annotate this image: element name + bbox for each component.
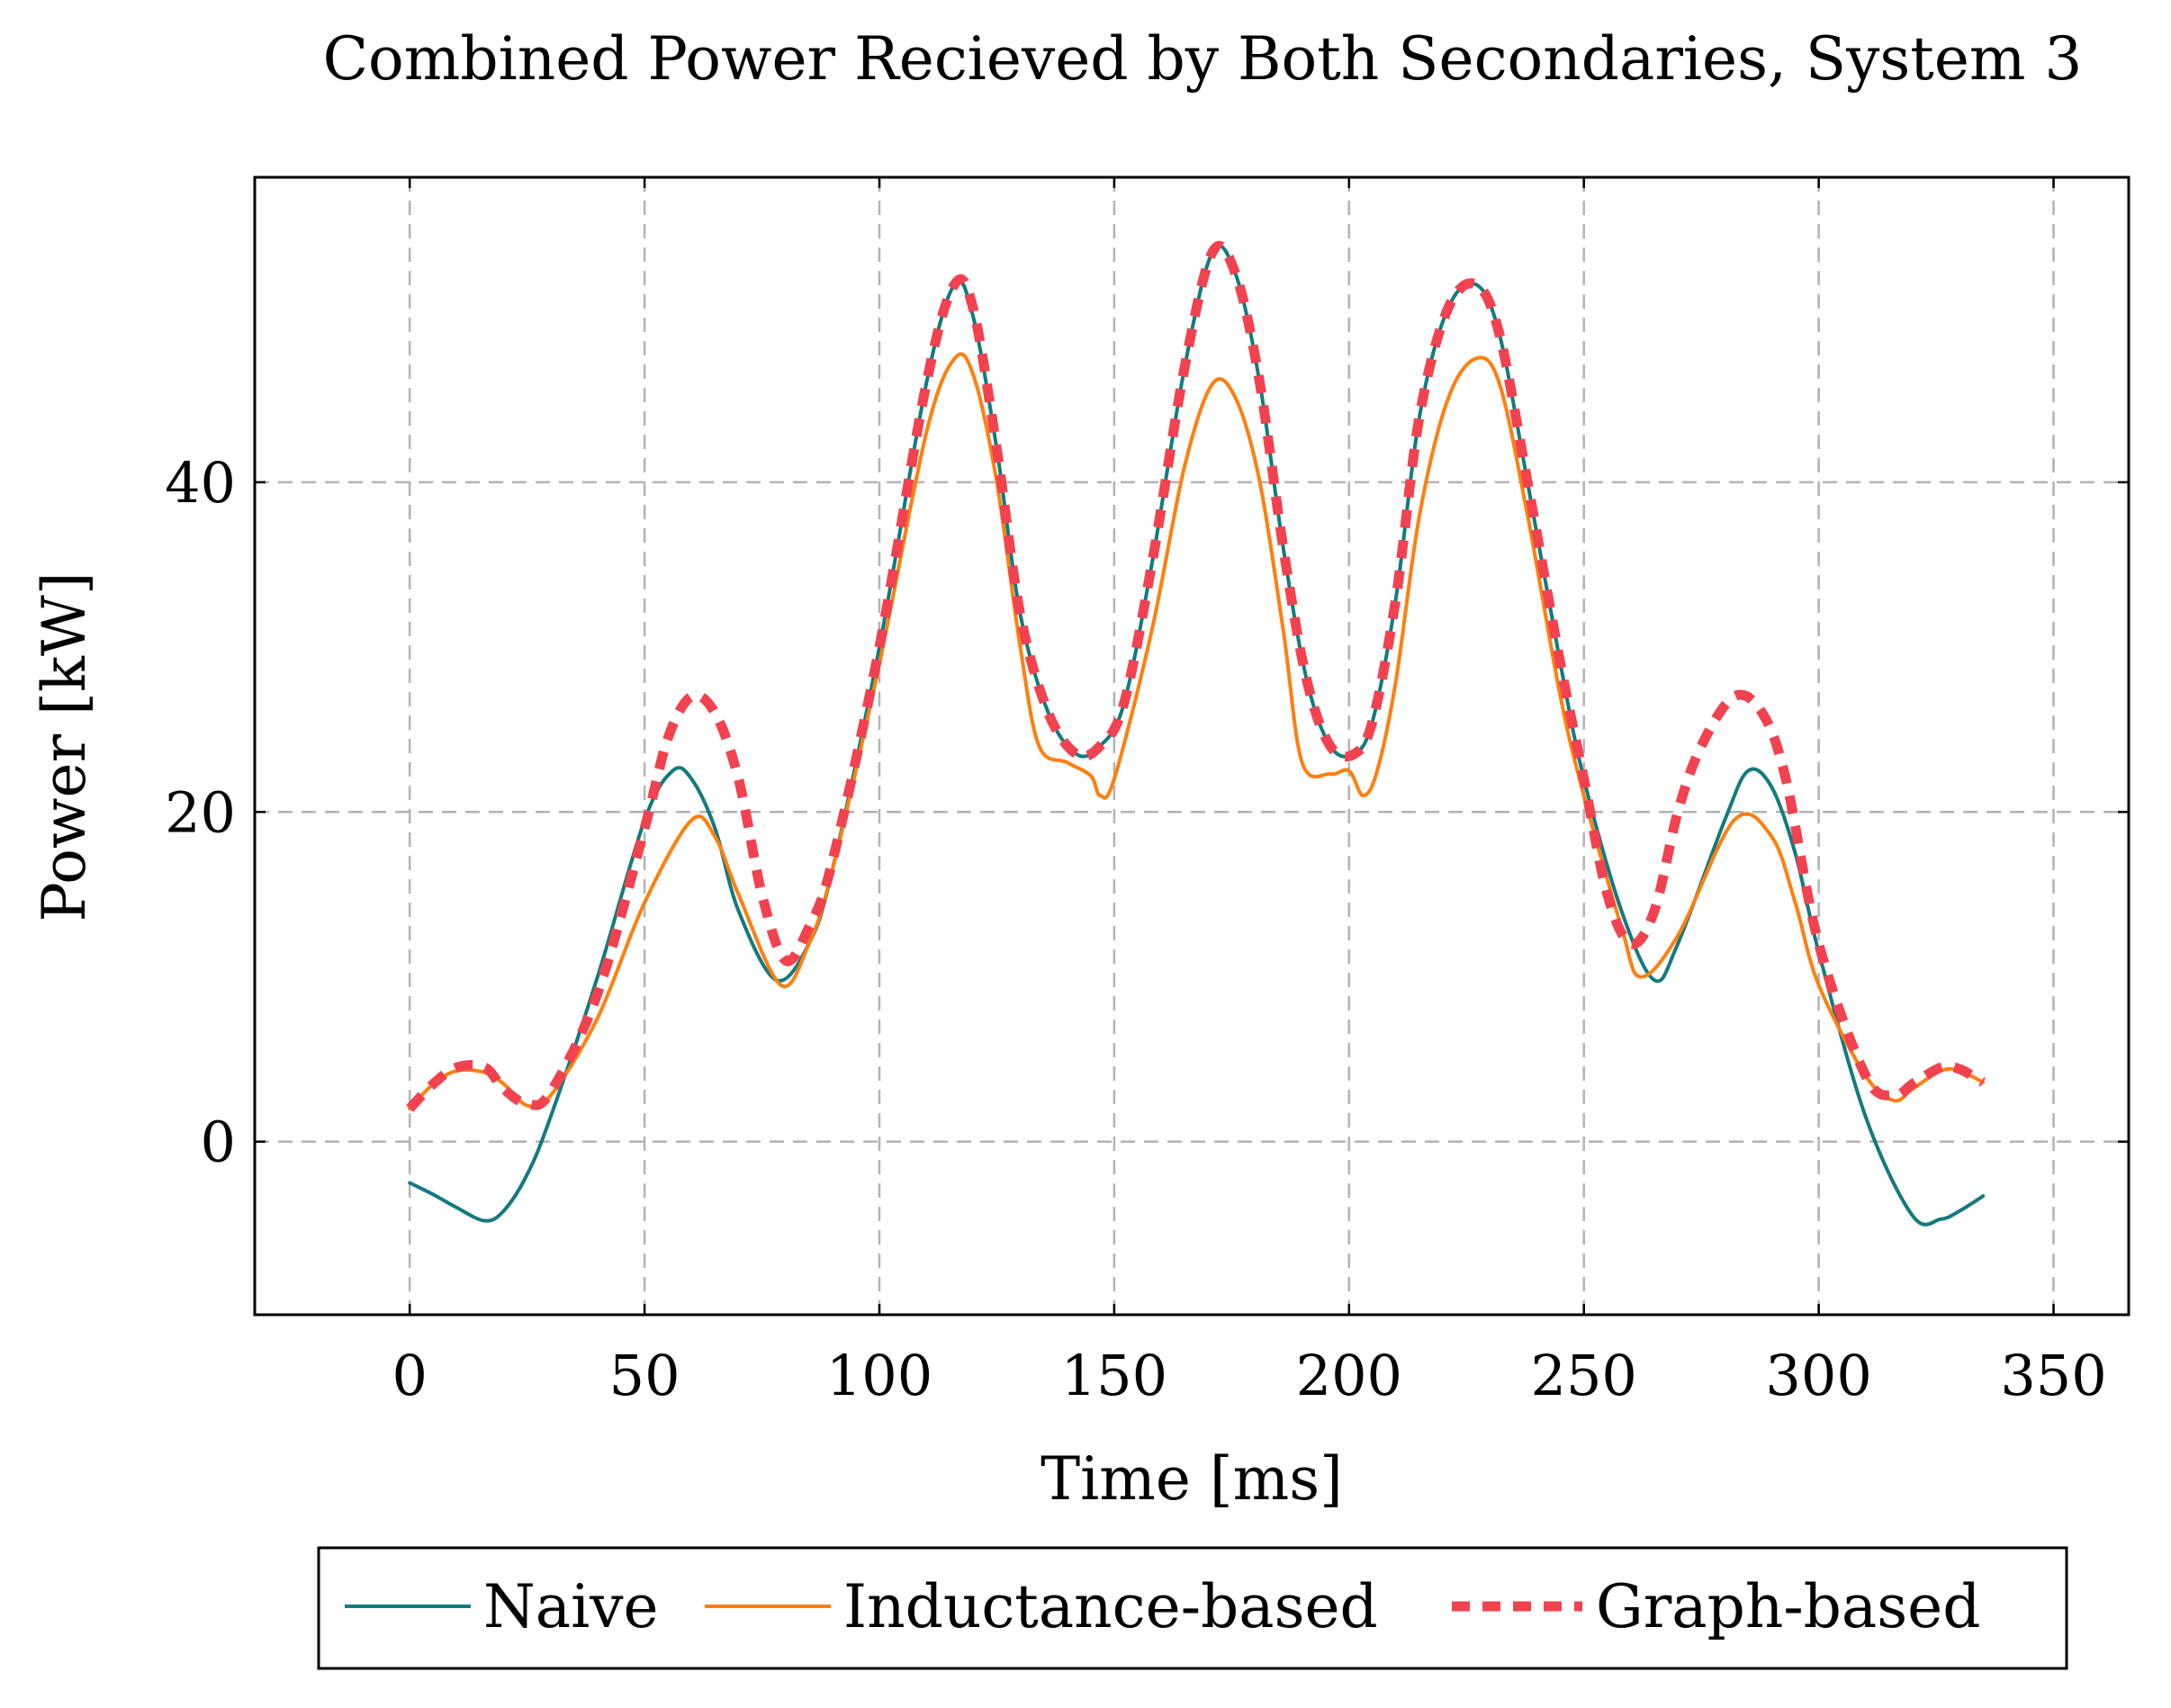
x-tick-label: 250 — [1531, 1343, 1637, 1408]
legend-label-naive: Naive — [483, 1572, 659, 1641]
y-tick-label: 0 — [201, 1110, 236, 1175]
chart-title: Combined Power Recieved by Both Secondar… — [323, 24, 2083, 94]
x-tick-label: 50 — [609, 1343, 680, 1408]
series-lines — [406, 240, 1986, 1227]
y-tick-label: 20 — [165, 779, 236, 845]
series-line-naive — [408, 244, 1986, 1227]
x-tick-label: 0 — [392, 1343, 427, 1408]
y-axis-title: Power [kW] — [30, 572, 99, 922]
legend-label-inductance: Inductance-based — [843, 1572, 1378, 1641]
grid-lines — [255, 177, 2129, 1315]
x-tick-label: 300 — [1765, 1343, 1871, 1408]
y-tick-label: 40 — [165, 450, 236, 516]
legend-box — [317, 1546, 2068, 1670]
x-tick-label: 150 — [1061, 1343, 1167, 1408]
x-axis-title: Time [ms] — [1040, 1444, 1343, 1514]
x-tick-label: 200 — [1296, 1343, 1402, 1408]
legend-label-graph: Graph-based — [1596, 1572, 1980, 1641]
axis-ticks: 0 50 100 150 200 250 300 350 0 20 40 — [165, 177, 2129, 1408]
legend: Naive Inductance-based Graph-based — [317, 1546, 2068, 1670]
series-line-inductance-based — [408, 352, 1986, 1110]
x-tick-label: 350 — [2000, 1343, 2106, 1408]
series-line-graph-based — [406, 240, 1986, 1112]
plot-frame — [253, 175, 2130, 1317]
x-tick-label: 100 — [826, 1343, 932, 1408]
